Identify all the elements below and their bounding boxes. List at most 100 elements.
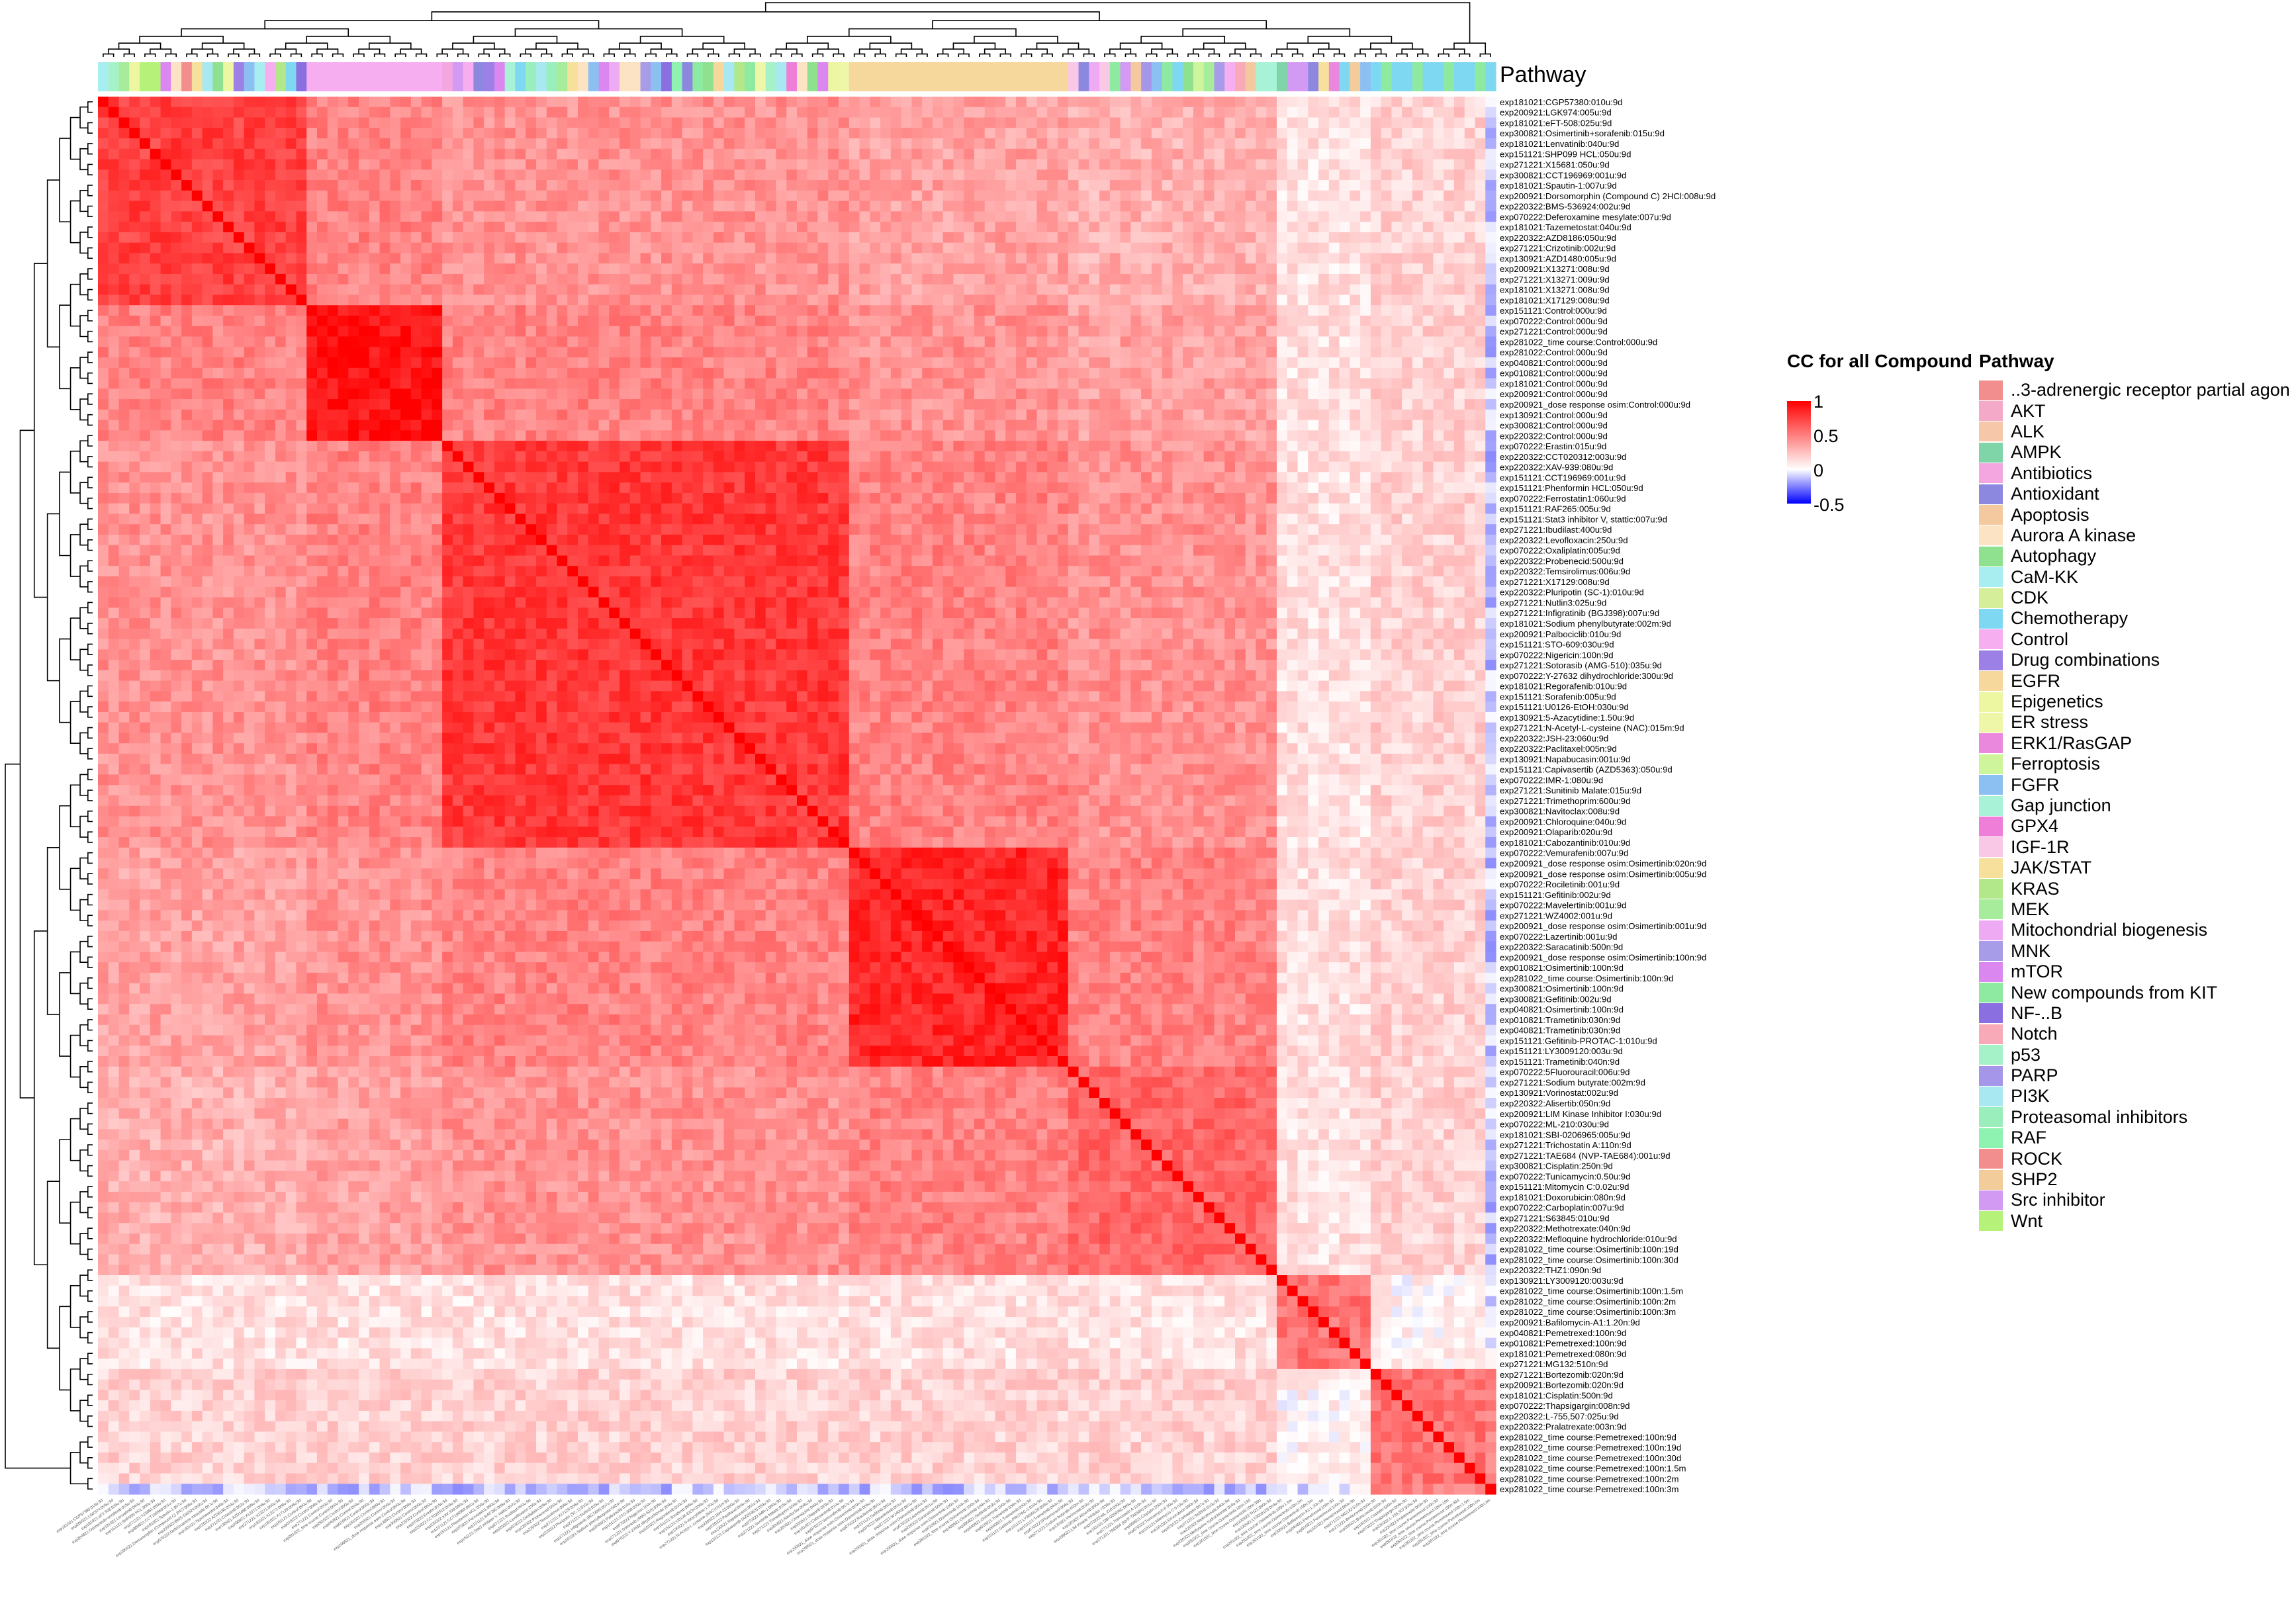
heatmap-cell	[1036, 336, 1048, 347]
heatmap-cell	[713, 148, 725, 160]
heatmap-cell	[504, 222, 516, 233]
heatmap-cell	[901, 336, 912, 347]
heatmap-cell	[828, 128, 839, 139]
heatmap-cell	[160, 180, 171, 191]
heatmap-cell	[974, 420, 986, 431]
heatmap-cell	[807, 222, 819, 233]
heatmap-cell	[807, 357, 819, 369]
heatmap-cell	[797, 315, 808, 327]
heatmap-cell	[1360, 294, 1371, 306]
heatmap-cell	[1141, 357, 1152, 369]
heatmap-cell	[463, 409, 474, 421]
heatmap-cell	[1015, 211, 1027, 222]
heatmap-cell	[734, 107, 745, 118]
heatmap-cell	[786, 294, 798, 306]
heatmap-cell	[223, 263, 234, 275]
heatmap-cell	[463, 138, 474, 150]
heatmap-cell	[964, 159, 975, 170]
heatmap-cell	[410, 451, 422, 463]
heatmap-cell	[661, 97, 672, 108]
heatmap-cell	[1318, 159, 1330, 170]
heatmap-cell	[651, 211, 662, 222]
heatmap-cell	[1287, 378, 1299, 389]
heatmap-cell	[442, 284, 453, 296]
heatmap-cell	[546, 159, 558, 170]
heatmap-cell	[1339, 305, 1350, 316]
heatmap-cell	[359, 128, 370, 139]
heatmap-cell	[473, 190, 484, 202]
heatmap-cell	[1026, 232, 1038, 244]
heatmap-cell	[620, 190, 631, 202]
heatmap-cell	[598, 409, 610, 421]
heatmap-cell	[1099, 284, 1111, 296]
heatmap-cell	[723, 253, 735, 264]
heatmap-cell	[786, 357, 798, 369]
heatmap-cell	[98, 169, 109, 181]
heatmap-cell	[974, 222, 986, 233]
heatmap-cell	[285, 180, 297, 191]
heatmap-cell	[463, 388, 474, 400]
pathway-annotation-cell	[129, 62, 140, 91]
heatmap-cell	[129, 253, 140, 264]
heatmap-cell	[1099, 128, 1111, 139]
heatmap-cell	[703, 420, 714, 431]
heatmap-cell	[1162, 284, 1173, 296]
heatmap-cell	[160, 388, 171, 400]
heatmap-cell	[191, 315, 203, 327]
heatmap-cell	[306, 263, 318, 275]
pathway-annotation-cell	[327, 62, 339, 91]
heatmap-cell	[1130, 128, 1142, 139]
heatmap-cell	[1203, 117, 1215, 128]
heatmap-cell	[890, 399, 902, 410]
pathway-annotation-cell	[807, 62, 819, 91]
heatmap-cell	[1005, 263, 1017, 275]
heatmap-cell	[1370, 253, 1382, 264]
heatmap-cell	[223, 441, 234, 452]
heatmap-cell	[473, 357, 484, 369]
heatmap-cell	[400, 169, 412, 181]
heatmap-cell	[1339, 232, 1350, 244]
pathway-annotation-cell	[1245, 62, 1257, 91]
heatmap-cell	[171, 420, 182, 431]
heatmap-cell	[1422, 294, 1434, 306]
heatmap-cell	[338, 273, 349, 285]
heatmap-cell	[129, 201, 140, 212]
heatmap-cell	[1120, 326, 1131, 337]
heatmap-cell	[1015, 159, 1027, 170]
heatmap-cell	[1109, 357, 1121, 369]
heatmap-cell	[327, 430, 339, 441]
heatmap-cell	[265, 347, 276, 358]
heatmap-cell	[546, 148, 558, 160]
heatmap-cell	[1120, 399, 1131, 410]
heatmap-cell	[703, 190, 714, 202]
heatmap-cell	[942, 294, 954, 306]
heatmap-cell	[473, 441, 484, 452]
heatmap-cell	[1453, 128, 1465, 139]
heatmap-cell	[1350, 305, 1361, 316]
row-dendrogram-branch	[59, 1306, 71, 1391]
heatmap-cell	[108, 399, 120, 410]
heatmap-cell	[661, 232, 672, 244]
heatmap-cell	[817, 409, 829, 421]
heatmap-cell	[1183, 222, 1194, 233]
pathway-annotation-cell	[776, 62, 787, 91]
heatmap-cell	[140, 378, 151, 389]
heatmap-cell	[400, 284, 412, 296]
heatmap-cell	[703, 138, 714, 150]
heatmap-cell	[922, 128, 933, 139]
heatmap-cell	[713, 97, 725, 108]
heatmap-cell	[442, 294, 453, 306]
column-dendrogram-branch	[186, 53, 198, 57]
heatmap-cell	[598, 138, 610, 150]
heatmap-cell	[1151, 117, 1163, 128]
heatmap-cell	[755, 305, 766, 316]
heatmap-cell	[942, 242, 954, 254]
heatmap-cell	[265, 305, 276, 316]
heatmap-cell	[223, 201, 234, 212]
heatmap-cell	[723, 409, 735, 421]
pathway-annotation-cell	[1422, 62, 1434, 91]
heatmap-cell	[1109, 347, 1121, 358]
heatmap-cell	[890, 211, 902, 222]
heatmap-cell	[463, 232, 474, 244]
heatmap-cell	[1402, 367, 1413, 379]
